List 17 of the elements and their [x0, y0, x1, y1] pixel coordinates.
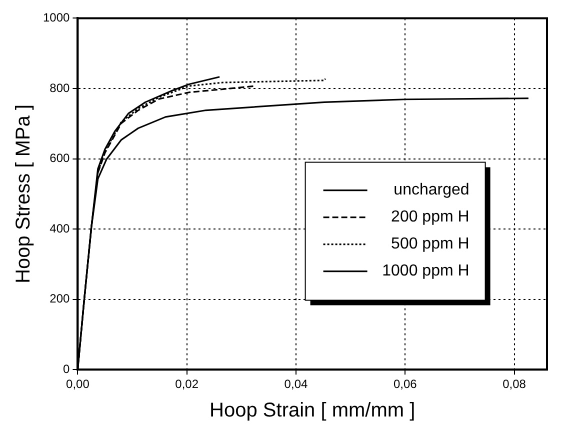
- x-tick-label: 0,04: [284, 377, 308, 392]
- legend-label: 500 ppm H: [391, 236, 470, 253]
- y-axis-title: Hoop Stress [ MPa ]: [12, 104, 35, 284]
- y-tick-label: 400: [50, 221, 70, 236]
- x-axis-title: Hoop Strain [ mm/mm ]: [210, 400, 416, 422]
- y-tick-label: 1000: [42, 10, 70, 25]
- y-tick-label: 600: [50, 151, 70, 166]
- legend-label: uncharged: [394, 182, 470, 199]
- y-tick-label: 0: [63, 362, 70, 376]
- x-tick-label: 0,08: [502, 377, 526, 392]
- y-tick-label: 800: [50, 80, 70, 95]
- x-tick-label: 0,02: [175, 377, 199, 392]
- x-tick-label: 0,00: [66, 377, 90, 392]
- legend-label: 200 ppm H: [391, 208, 470, 226]
- y-tick-label: 200: [50, 292, 70, 306]
- x-tick-label: 0,06: [393, 377, 418, 392]
- legend-label: 1000 ppm H: [382, 262, 470, 280]
